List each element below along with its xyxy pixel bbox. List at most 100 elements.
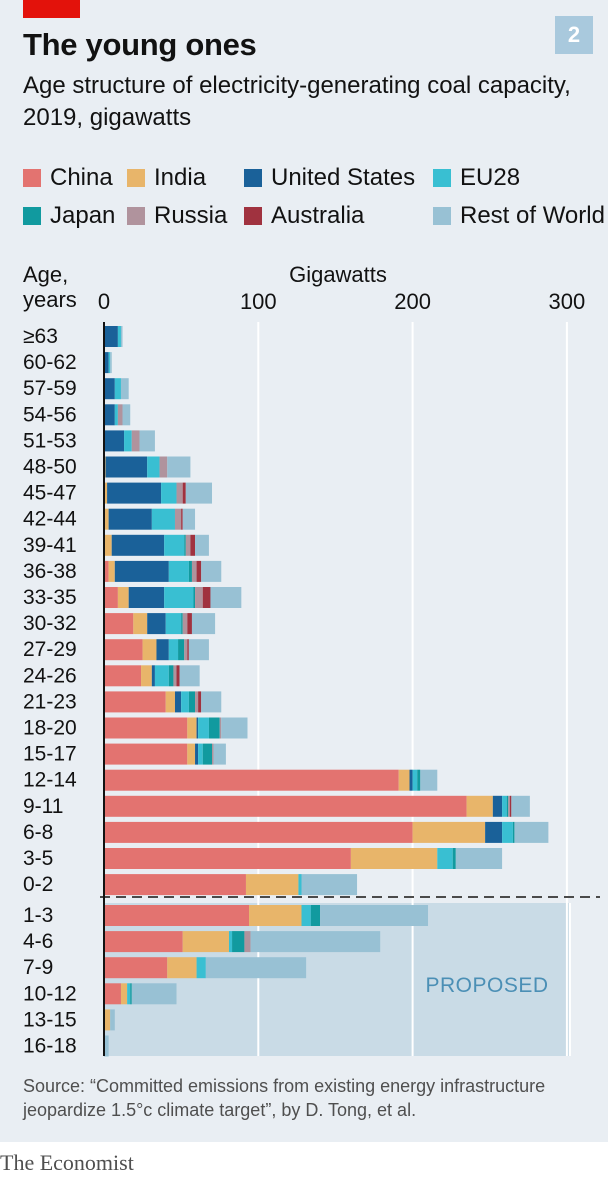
existing-bar-rest-of-world xyxy=(201,560,222,582)
existing-bar-india xyxy=(142,639,157,661)
existing-bar-australia xyxy=(176,665,180,687)
existing-bar-china xyxy=(104,665,142,687)
y-axis-title-line-2: years xyxy=(23,287,77,312)
proposed-annotation: PROPOSED xyxy=(425,974,548,997)
existing-bar-united-states xyxy=(111,534,165,556)
existing-age-label: 48-50 xyxy=(23,456,77,479)
proposed-bar-india xyxy=(120,983,128,1005)
existing-age-label: 36-38 xyxy=(23,560,77,583)
proposed-bar-russia xyxy=(244,931,251,953)
existing-bar-eu28 xyxy=(114,404,118,426)
proposed-bar-rest-of-world xyxy=(250,931,381,953)
chart-title: The young ones xyxy=(23,27,257,62)
existing-bar-australia xyxy=(202,587,211,608)
existing-bar-rest-of-world xyxy=(191,613,216,635)
x-tick-label-100: 100 xyxy=(240,289,277,314)
existing-bar-india xyxy=(108,560,115,582)
existing-bar-russia xyxy=(174,508,182,530)
legend-swatch-eu28 xyxy=(433,169,451,187)
existing-bar-united-states xyxy=(107,482,162,504)
existing-bar-eu28 xyxy=(117,326,121,347)
existing-bar-russia xyxy=(176,482,183,504)
existing-bar-united-states xyxy=(492,795,503,817)
existing-bar-china xyxy=(104,560,109,582)
existing-bar-rest-of-world xyxy=(195,534,209,556)
existing-bar-china xyxy=(104,613,134,635)
existing-age-label: 6-8 xyxy=(23,821,53,844)
existing-bar-united-states xyxy=(156,639,169,661)
existing-bar-rest-of-world xyxy=(120,326,123,347)
existing-age-label: 30-32 xyxy=(23,612,77,635)
existing-bar-rest-of-world xyxy=(139,430,155,452)
existing-age-label: 21-23 xyxy=(23,690,77,713)
existing-bar-rest-of-world xyxy=(213,743,226,765)
existing-bar-japan xyxy=(452,848,456,869)
existing-bar-united-states xyxy=(151,665,155,687)
proposed-bar-rest-of-world xyxy=(131,983,177,1005)
proposed-age-label: 10-12 xyxy=(23,982,77,1005)
existing-bar-australia xyxy=(509,795,512,817)
existing-bar-india xyxy=(187,743,196,765)
existing-bar-eu28 xyxy=(161,482,177,504)
proposed-bar-china xyxy=(104,931,183,953)
existing-bar-united-states xyxy=(128,587,165,608)
legend-label-eu28: EU28 xyxy=(460,164,521,191)
existing-bar-russia xyxy=(191,560,197,582)
existing-age-label: 33-35 xyxy=(23,586,77,609)
existing-age-label: 15-17 xyxy=(23,743,77,766)
existing-bar-india xyxy=(133,613,148,635)
existing-bar-china xyxy=(104,848,351,869)
existing-bar-russia xyxy=(159,456,168,478)
existing-bar-australia xyxy=(182,482,186,504)
proposed-bar-eu28 xyxy=(228,931,233,953)
existing-bar-australia xyxy=(198,691,202,713)
existing-age-label: 27-29 xyxy=(23,638,77,661)
existing-bar-eu28 xyxy=(114,378,121,400)
legend-label-russia: Russia xyxy=(154,202,228,229)
y-axis-title-line-1: Age, xyxy=(23,262,68,287)
existing-bar-united-states xyxy=(485,821,503,843)
existing-bar-china xyxy=(104,874,246,896)
existing-age-label: 18-20 xyxy=(23,717,77,740)
existing-age-label: 9-11 xyxy=(23,795,63,818)
existing-bar-eu28 xyxy=(437,848,453,869)
proposed-bar-rest-of-world xyxy=(205,957,307,979)
existing-bar-united-states xyxy=(114,560,169,582)
existing-bar-russia xyxy=(195,587,203,608)
source-note: Source: “Committed emissions from existi… xyxy=(23,1076,546,1120)
existing-bar-india xyxy=(245,874,299,896)
existing-bar-india xyxy=(117,587,129,608)
existing-bar-eu28 xyxy=(181,691,189,713)
existing-bar-eu28 xyxy=(502,821,513,843)
existing-bar-united-states xyxy=(104,326,118,347)
legend-swatch-china xyxy=(23,169,41,187)
existing-bar-russia xyxy=(185,534,191,556)
existing-age-label: 0-2 xyxy=(23,873,53,896)
existing-bar-eu28 xyxy=(298,874,302,896)
proposed-bar-china xyxy=(104,905,250,926)
existing-bar-india xyxy=(104,508,109,530)
existing-bar-japan xyxy=(181,613,183,635)
existing-bar-eu28 xyxy=(198,743,203,765)
proposed-bar-china xyxy=(104,983,121,1005)
existing-age-label: 39-41 xyxy=(23,534,77,557)
existing-bar-india xyxy=(398,769,410,791)
existing-bar-japan xyxy=(512,821,515,843)
existing-bar-japan xyxy=(178,639,185,661)
proposed-age-label: 13-15 xyxy=(23,1008,77,1031)
existing-bar-eu28 xyxy=(168,639,179,661)
proposed-bar-india xyxy=(167,957,197,979)
economist-wordmark: The Economist xyxy=(0,1150,134,1175)
legend-swatch-japan xyxy=(23,207,41,225)
existing-bar-united-states xyxy=(104,404,115,426)
existing-bar-australia xyxy=(190,534,196,556)
legend: China India United States EU28 Japan Rus… xyxy=(23,163,608,243)
existing-bar-united-states xyxy=(104,352,109,374)
existing-bar-australia xyxy=(181,508,183,530)
proposed-bar-eu28 xyxy=(196,957,206,979)
existing-bar-china xyxy=(104,639,143,661)
proposed-bar-eu28 xyxy=(301,905,311,926)
x-tick-label-0: 0 xyxy=(98,289,110,314)
existing-bar-rest-of-world xyxy=(120,378,129,400)
proposed-age-label: 16-18 xyxy=(23,1035,77,1058)
